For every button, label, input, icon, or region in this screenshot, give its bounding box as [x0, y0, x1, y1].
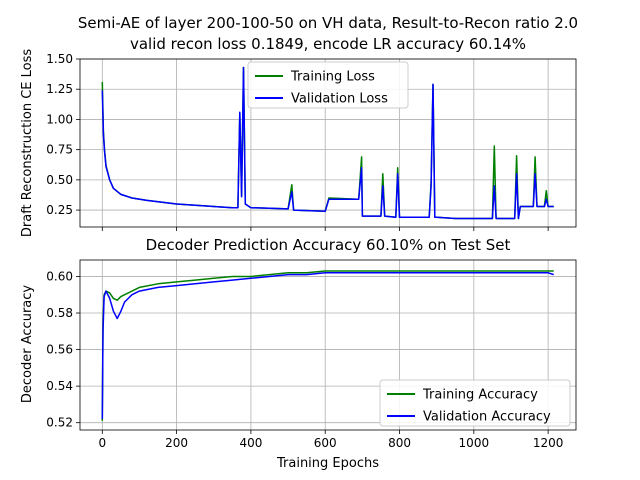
accuracy-axes: Decoder Prediction Accuracy 60.10% on Te…: [20, 236, 577, 471]
loss-y-tick-label: 0.75: [46, 143, 73, 157]
accuracy-y-tick-label: 0.52: [46, 416, 73, 430]
accuracy-legend-box: [379, 379, 571, 427]
accuracy-x-tick-label: 400: [239, 436, 262, 450]
accuracy-x-tick-label: 800: [388, 436, 411, 450]
accuracy-y-tick-label: 0.58: [46, 306, 73, 320]
training-loss-legend-label: Training Loss: [290, 70, 375, 85]
loss-y-tick-label: 1.50: [46, 52, 73, 66]
accuracy-x-axis-label: Training Epochs: [276, 456, 379, 471]
accuracy-y-axis-label: Decoder Accuracy: [20, 285, 35, 403]
training-accuracy-line: [101, 270, 554, 421]
accuracy-axes-frame: [79, 259, 577, 431]
accuracy-y-tick-label: 0.56: [46, 343, 73, 357]
loss-y-tick-label: 0.50: [46, 173, 73, 187]
loss-ticks: 0.25 0.50 0.75 1.00 1.25 1.50: [46, 52, 577, 231]
loss-axes: 0.25 0.50 0.75 1.00 1.25 1.50 Draft Reconstru…: [20, 49, 577, 237]
validation-loss-line: [101, 66, 554, 220]
validation-accuracy-legend-label: Validation Accuracy: [423, 410, 551, 425]
validation-accuracy-line: [101, 272, 554, 420]
accuracy-plot-area: [101, 270, 554, 421]
figure-title-line2: valid recon loss 0.1849, encode LR accur…: [130, 35, 526, 53]
loss-legend-box: [247, 61, 409, 109]
accuracy-x-tick-label: 600: [314, 436, 337, 450]
training-accuracy-legend-label: Training Accuracy: [422, 388, 538, 403]
accuracy-x-tick-label: 0: [98, 436, 106, 450]
accuracy-title: Decoder Prediction Accuracy 60.10% on Te…: [146, 236, 511, 254]
accuracy-y-tick-label: 0.54: [46, 379, 73, 393]
loss-legend: Training Loss Validation Loss: [247, 61, 409, 109]
loss-y-tick-label: 1.25: [46, 82, 73, 96]
loss-plot-area: [101, 66, 554, 220]
validation-loss-legend-label: Validation Loss: [291, 92, 388, 107]
loss-axes-frame: [79, 58, 577, 228]
loss-y-axis-label: Draft Reconstruction CE Loss: [20, 49, 35, 237]
accuracy-y-tick-label: 0.60: [46, 269, 73, 283]
accuracy-x-tick-label: 1000: [459, 436, 490, 450]
accuracy-x-tick-label: 1200: [533, 436, 564, 450]
loss-y-tick-label: 1.00: [46, 112, 73, 126]
accuracy-ticks: 0 200 400 600 800 1000 1200 0.52 0.54 0.56 0.58 0.6…: [46, 259, 577, 450]
accuracy-x-tick-label: 200: [165, 436, 188, 450]
figure-title-line1: Semi-AE of layer 200-100-50 on VH data, …: [78, 14, 578, 32]
loss-y-tick-label: 0.25: [46, 203, 73, 217]
accuracy-legend: Training Accuracy Validation Accuracy: [379, 379, 571, 427]
